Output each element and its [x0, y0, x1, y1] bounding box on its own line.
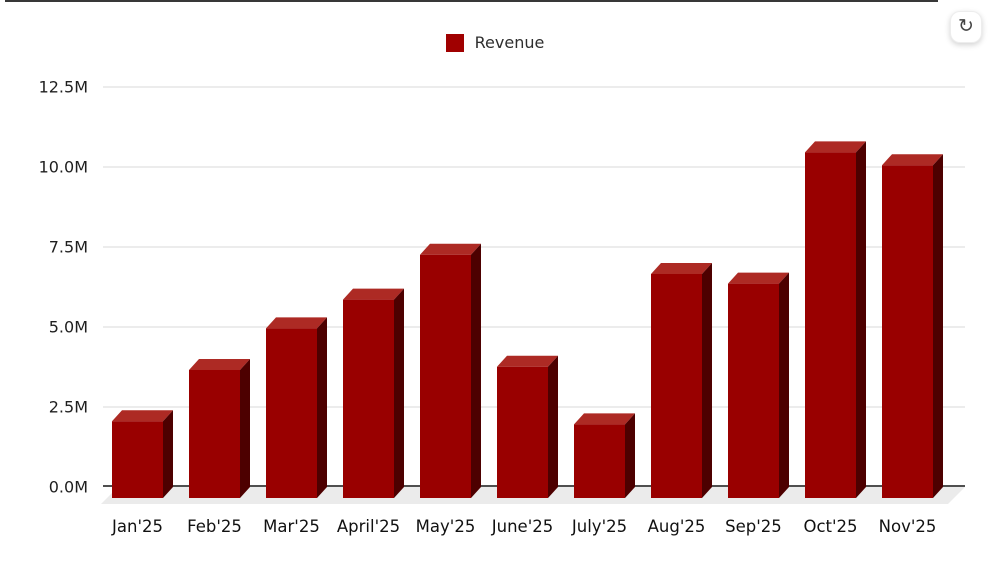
bar-jan-25[interactable]: [112, 410, 173, 498]
legend-item-revenue[interactable]: Revenue: [445, 33, 545, 52]
bar-side-face: [933, 154, 943, 498]
bar-side-face: [779, 272, 789, 498]
refresh-button[interactable]: ↻: [950, 11, 982, 43]
chart-legend: Revenue: [0, 33, 990, 52]
bar-front-face: [343, 299, 394, 498]
x-category-label: Jan'25: [111, 517, 163, 536]
bar-top-face: [497, 355, 558, 367]
bar-side-face: [548, 355, 558, 498]
refresh-icon: ↻: [958, 15, 974, 37]
bar-front-face: [112, 421, 163, 498]
bar-side-face: [856, 141, 866, 498]
bar-front-face: [882, 165, 933, 498]
bar-may-25[interactable]: [420, 243, 481, 498]
bar-front-face: [420, 254, 471, 498]
x-category-label: Mar'25: [263, 517, 320, 536]
bar-oct-25[interactable]: [805, 141, 866, 498]
bar-april-25[interactable]: [343, 288, 404, 498]
x-category-label: June'25: [491, 517, 553, 536]
y-tick-label: 2.5M: [49, 398, 88, 417]
y-tick-label: 7.5M: [49, 238, 88, 257]
y-tick-label: 5.0M: [49, 318, 88, 337]
x-category-label: July'25: [571, 517, 627, 536]
bar-top-face: [343, 288, 404, 300]
bar-top-face: [189, 359, 250, 370]
bar-side-face: [163, 410, 173, 498]
y-tick-label: 10.0M: [39, 158, 88, 177]
bar-front-face: [266, 328, 317, 498]
top-border-line: [5, 0, 938, 2]
bar-top-face: [574, 413, 635, 425]
bar-top-face: [651, 263, 712, 274]
bar-top-face: [420, 243, 481, 255]
bar-sep-25[interactable]: [728, 272, 789, 498]
bar-side-face: [317, 317, 327, 498]
x-category-label: April'25: [337, 517, 400, 536]
y-tick-label: 0.0M: [49, 478, 88, 497]
bar-mar-25[interactable]: [266, 317, 327, 498]
bar-side-face: [394, 288, 404, 498]
bar-front-face: [189, 370, 240, 498]
bar-front-face: [728, 283, 779, 498]
x-category-label: Aug'25: [648, 517, 706, 536]
bar-front-face: [651, 274, 702, 498]
bar-side-face: [702, 263, 712, 498]
bar-top-face: [728, 272, 789, 284]
bar-top-face: [266, 317, 327, 329]
bar-top-face: [112, 410, 173, 422]
bar-side-face: [625, 413, 635, 498]
x-category-label: Feb'25: [187, 517, 242, 536]
bar-aug-25[interactable]: [651, 263, 712, 498]
bar-nov-25[interactable]: [882, 154, 943, 498]
bar-top-face: [882, 154, 943, 166]
x-category-label: Oct'25: [803, 517, 857, 536]
x-category-label: Nov'25: [879, 517, 937, 536]
legend-label: Revenue: [474, 33, 545, 52]
bar-side-face: [471, 243, 481, 498]
x-category-label: Sep'25: [725, 517, 782, 536]
legend-marker: [445, 33, 464, 52]
bar-front-face: [574, 424, 625, 498]
bar-july-25[interactable]: [574, 413, 635, 498]
bar-june-25[interactable]: [497, 355, 558, 498]
bar-front-face: [805, 152, 856, 498]
bar-front-face: [497, 366, 548, 498]
y-tick-label: 12.5M: [39, 78, 88, 97]
x-category-label: May'25: [416, 517, 476, 536]
bar-side-face: [240, 359, 250, 498]
bar-top-face: [805, 141, 866, 153]
bar-feb-25[interactable]: [189, 359, 250, 498]
